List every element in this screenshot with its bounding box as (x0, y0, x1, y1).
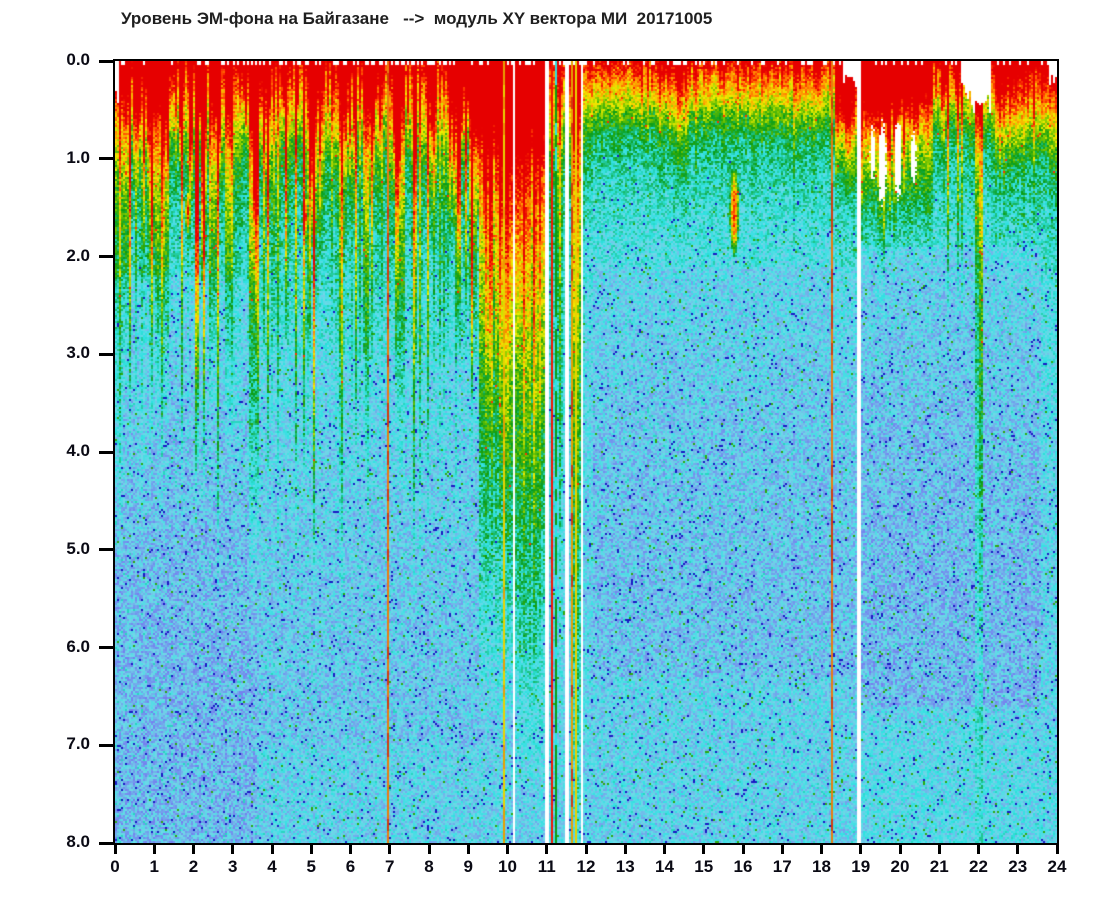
x-axis-tick (152, 845, 156, 854)
x-axis-tick-label: 13 (615, 857, 635, 876)
x-axis-tick-label: 22 (969, 857, 988, 876)
x-axis-tick (309, 845, 313, 854)
x-axis-tick (820, 845, 823, 854)
x-axis-tick-label: 10 (498, 857, 517, 876)
x-axis-tick (663, 845, 666, 854)
x-axis-tick-label: 2 (188, 857, 199, 876)
x-axis-tick-label: 0 (110, 857, 120, 876)
x-axis-tick (466, 845, 470, 854)
y-axis-tick-label: 4.0 (66, 441, 90, 460)
x-axis-tick-label: 5 (306, 857, 316, 876)
x-axis-tick (780, 845, 784, 854)
chart-title: Уровень ЭМ-фона на Байгазане --> модуль … (121, 9, 713, 28)
x-axis-tick-label: 20 (890, 857, 910, 876)
x-axis-tick-label: 11 (537, 857, 556, 876)
y-axis-tick-label: 1.0 (66, 147, 90, 167)
spectrogram-canvas (115, 61, 1057, 843)
y-axis-tick-label: 0.0 (66, 50, 90, 69)
x-axis-tick-label: 17 (772, 857, 792, 876)
x-axis-tick (113, 845, 117, 854)
x-axis-tick-label: 21 (929, 857, 949, 876)
x-axis-tick-label: 12 (576, 857, 596, 876)
x-axis-tick (898, 845, 902, 854)
x-axis-tick-label: 23 (1008, 857, 1028, 876)
y-axis-tick-label: 3.0 (66, 343, 90, 363)
y-axis-tick-label: 6.0 (66, 636, 90, 656)
plot-frame (113, 59, 1059, 845)
y-axis-tick-label: 7.0 (66, 734, 90, 754)
x-axis-tick-label: 1 (149, 857, 159, 876)
y-axis-tick-label: 2.0 (66, 245, 90, 265)
x-axis-tick-label: 18 (812, 857, 831, 876)
x-axis-tick (859, 845, 863, 854)
x-axis-tick (231, 845, 235, 854)
x-axis-tick-label: 14 (655, 857, 674, 876)
x-axis-tick-label: 19 (851, 857, 871, 876)
x-axis-tick-label: 24 (1047, 857, 1067, 876)
x-axis-tick (1055, 845, 1059, 854)
x-axis-tick (937, 845, 941, 854)
x-axis-tick (506, 845, 509, 854)
x-axis-tick (702, 845, 706, 854)
x-axis-tick (623, 845, 627, 854)
x-axis-tick-label: 15 (694, 857, 714, 876)
x-axis-tick (584, 845, 588, 854)
x-axis-tick (545, 845, 549, 854)
y-axis-tick-label: 8.0 (66, 832, 90, 851)
x-axis-tick (1016, 845, 1020, 854)
x-axis-tick (741, 845, 745, 854)
x-axis-tick (192, 845, 195, 854)
x-axis-tick-label: 8 (424, 857, 434, 876)
x-axis-tick-label: 4 (267, 857, 277, 876)
x-axis-tick-label: 7 (385, 857, 395, 876)
x-axis-tick (270, 845, 274, 854)
x-axis-tick-label: 3 (228, 857, 238, 876)
x-axis-tick (427, 845, 431, 854)
x-axis-tick (977, 845, 980, 854)
x-axis-tick-label: 16 (733, 857, 753, 876)
x-axis-tick (349, 845, 352, 854)
x-axis-tick (388, 845, 392, 854)
x-axis-tick-label: 9 (463, 857, 473, 876)
x-axis-tick-label: 6 (345, 857, 356, 876)
y-axis-tick-label: 5.0 (66, 538, 90, 558)
